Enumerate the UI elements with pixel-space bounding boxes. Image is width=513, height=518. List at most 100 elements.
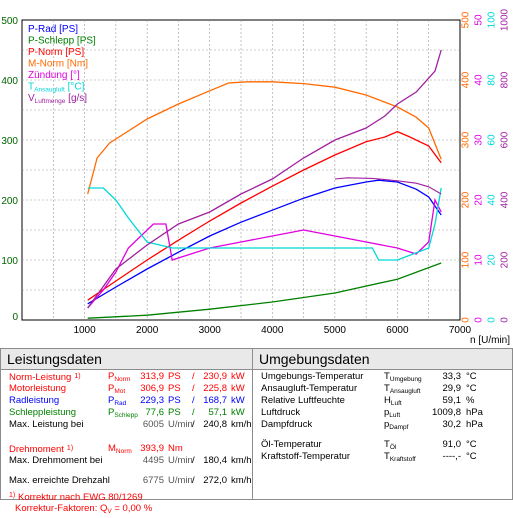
leistung-value-2: 230,9 (203, 371, 227, 382)
symbol: TAnsaugluft (384, 383, 421, 395)
leistung-unit-1: PS (168, 395, 181, 406)
umgebung-unit: °C (466, 451, 477, 462)
umgebung-row: Luftdruck pLuft 1009,8 hPa (253, 407, 512, 419)
series-line (87, 81, 442, 195)
legend-entry: P-Schlepp [PS] (28, 36, 96, 47)
correction-factor: Korrektur-Faktoren: QV = 0,00 % (15, 503, 153, 515)
umgebung-unit: hPa (466, 419, 483, 430)
symbol: PMot (108, 383, 126, 395)
symbol: TKraftstoff (384, 451, 416, 463)
leistung-value-1: 6005 (142, 419, 164, 430)
umgebung-value: ----,- (442, 451, 461, 462)
x-tick-label: 1000 (73, 325, 96, 336)
leistung-unit-1: PS (168, 371, 181, 382)
max-torque-row: Max. Drehmoment bei 4495 U/min/ 180,4 km/h (1, 455, 252, 467)
series-line (87, 179, 442, 305)
y-right-tick-label: 400 (500, 191, 511, 208)
umgebung-row: Relative Luftfeuchte HLuft 59,1% (253, 395, 512, 407)
y-right-tick-label: 50 (474, 14, 485, 26)
y-right-tick-label: 0 (487, 317, 498, 323)
y-right-tick-label: 400 (461, 71, 472, 88)
max-rpm-value: 6775 (142, 475, 164, 486)
umgebung-unit: °C (466, 371, 477, 382)
y-right-tick-label: 0 (461, 317, 472, 323)
umgebung-unit: °C (466, 439, 477, 450)
x-tick-label: 2000 (136, 325, 159, 336)
x-axis-label: n [U/min] (470, 335, 510, 346)
leistung-separator: / (192, 407, 195, 418)
symbol: TÖl (384, 439, 397, 451)
leistung-value-1: 306,9 (140, 383, 164, 394)
leistung-row: Max. Leistung bei 6005 U/min/ 240,8 km/h (1, 419, 252, 431)
y-right-tick-label: 60 (487, 134, 498, 146)
footnote-marker: 1) (9, 492, 16, 499)
torque-row: Drehmoment 1) MNorm 393,9 Nm (1, 443, 252, 455)
leistung-unit-1: PS (168, 407, 181, 418)
max-rpm-unit: U/min (168, 475, 193, 486)
umgebung-value: 59,1 (442, 395, 462, 406)
y-right-tick-label: 200 (500, 251, 511, 268)
y-right-tick-label: 20 (487, 254, 498, 266)
y-right-tick-label: 800 (500, 71, 511, 88)
leistung-value-2: 57,1 (208, 407, 228, 418)
max-torque-rpm-unit: U/min (168, 455, 193, 466)
leistungsdaten-panel: Leistungsdaten Norm-Leistung 1) PNorm 313,9… (0, 348, 253, 515)
umgebungsdaten-panel: Umgebungsdaten Umgebungs-Temperatur TUmge… (253, 348, 513, 500)
leistung-value-2: 225,8 (203, 383, 227, 394)
umgebung-label: Öl-Temperatur (261, 439, 322, 450)
torque-unit: Nm (168, 443, 183, 454)
series-line (87, 197, 442, 309)
symbol: PRad (108, 395, 127, 407)
leistung-row: Radleistung PRad 229,3 PS / 168,7 kW (1, 395, 252, 407)
y-right-tick-label: 1000 (500, 8, 511, 31)
legend-entry: Zündung [°] (28, 70, 80, 81)
leistung-value-1: 313,9 (140, 371, 164, 382)
y-right-tick-label: 0 (474, 317, 485, 323)
y-right-tick-label: 300 (461, 131, 472, 148)
leistung-separator: / (192, 419, 195, 430)
torque-label: Drehmoment 1) (9, 444, 74, 455)
y-right-tick-label: 0 (500, 317, 511, 323)
leistung-separator: / (192, 395, 195, 406)
y-right-tick-label: 40 (487, 194, 498, 206)
y-right-tick-label: 100 (487, 11, 498, 28)
umgebung-value: 33,3 (442, 371, 462, 382)
y-right-tick-label: 20 (474, 194, 485, 206)
leistung-unit-1: PS (168, 383, 181, 394)
leistung-label: Motorleistung (9, 383, 67, 394)
umgebung-label: Luftdruck (261, 407, 301, 418)
umgebung-label: Kraftstoff-Temperatur (261, 451, 351, 462)
leistung-unit-1: U/min (168, 419, 193, 430)
umgebung-unit: hPa (466, 407, 483, 418)
y-right-tick-label: 500 (461, 11, 472, 28)
annotation-curve (334, 177, 442, 195)
max-torque-speed: 180,4 (203, 455, 227, 466)
leistung-value-2: 240,8 (203, 419, 227, 430)
umgebung-row: Umgebungs-Temperatur TUmgebung 33,3 °C (253, 371, 512, 383)
series-line (87, 130, 442, 301)
y-left-tick-label: 500 (1, 16, 18, 27)
y-right-tick-label: 80 (487, 74, 498, 86)
leistung-label: Max. Leistung bei (9, 419, 84, 430)
umgebung-row: Kraftstoff-Temperatur TKraftstoff ----,- °C (253, 451, 512, 463)
leistung-row: Schleppleistung PSchlepp 77,6 PS / 57,1 kW (1, 407, 252, 419)
leistung-separator: / (192, 371, 195, 382)
leistung-row: Motorleistung PMot 306,9 PS / 225,8 kW (1, 383, 252, 395)
umgebung-label: Dampfdruck (261, 419, 313, 430)
leistung-label: Radleistung (9, 395, 60, 406)
max-torque-label: Max. Drehmoment bei (9, 455, 103, 466)
series-line (87, 262, 442, 319)
symbol: HLuft (384, 395, 402, 407)
symbol: MNorm (108, 443, 132, 455)
torque-value: 393,9 (140, 443, 164, 454)
umgebung-unit: % (466, 395, 475, 406)
y-right-tick-label: 40 (474, 74, 485, 86)
max-rpm-separator: / (192, 475, 195, 486)
max-rpm-label: Max. erreichte Drehzahl (9, 475, 110, 486)
leistung-unit-2: kW (231, 371, 245, 382)
y-right-tick-label: 200 (461, 191, 472, 208)
umgebung-value: 30,2 (442, 419, 462, 430)
y-left-tick-label: 400 (1, 76, 18, 87)
leistung-label: Norm-Leistung 1) (9, 372, 81, 383)
